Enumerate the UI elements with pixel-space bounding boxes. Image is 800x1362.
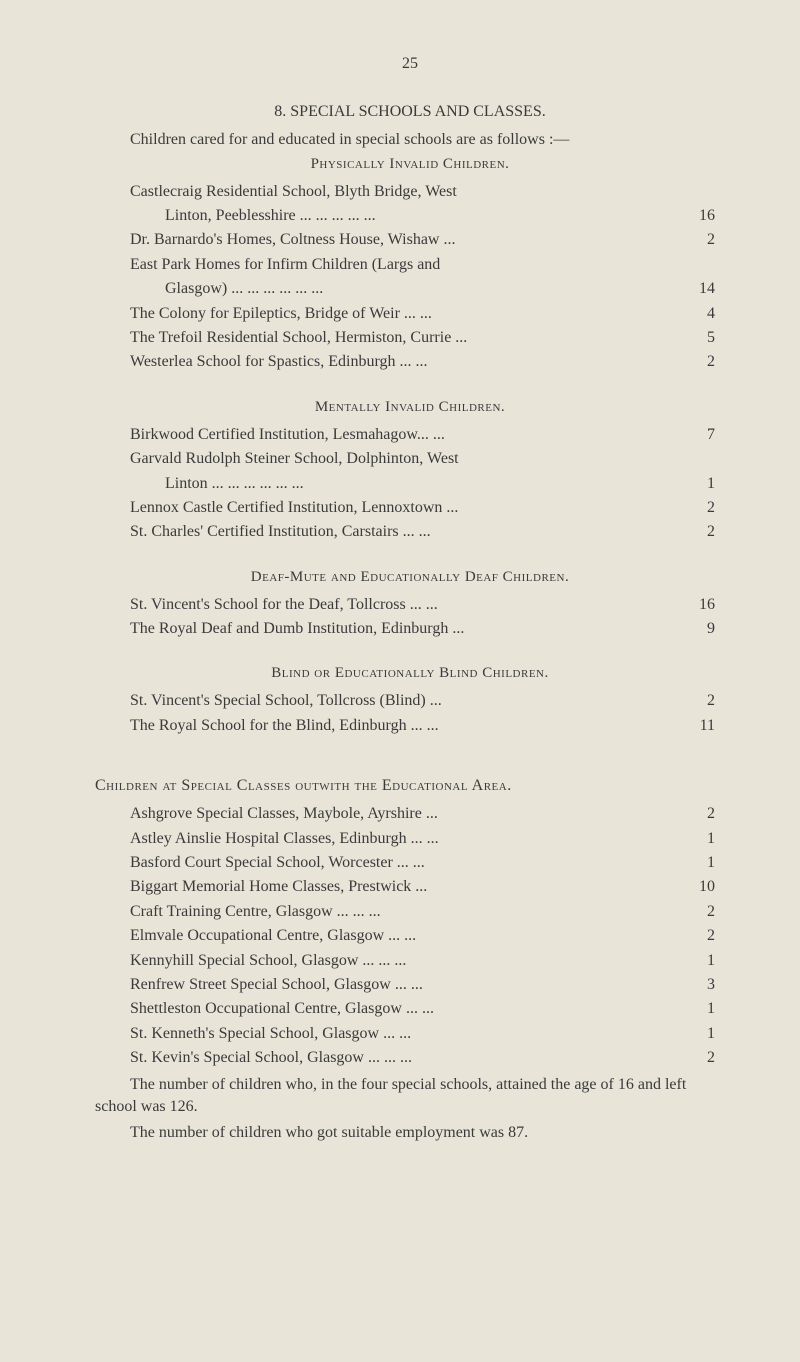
entry-value: 1 [665,998,725,1020]
entry-label: Lennox Castle Certified Institution, Len… [95,497,665,519]
entry-label: Renfrew Street Special School, Glasgow .… [95,974,665,996]
entry-row: Biggart Memorial Home Classes, Prestwick… [95,876,725,898]
entry-label: The Royal Deaf and Dumb Institution, Edi… [95,618,665,640]
entry-label: Linton, Peeblesshire ... ... ... ... ... [95,205,665,227]
entry-row: Glasgow) ... ... ... ... ... ...14 [95,278,725,300]
footer-line-2: The number of children who got suitable … [95,1122,725,1144]
entry-label: Dr. Barnardo's Homes, Coltness House, Wi… [95,229,665,251]
entry-value: 1 [665,950,725,972]
entry-label: Castlecraig Residential School, Blyth Br… [95,181,665,203]
entry-value: 2 [665,229,725,251]
subsection-title: Blind or Educationally Blind Children. [95,665,725,682]
entry-row: St. Vincent's Special School, Tollcross … [95,690,725,712]
entry-label: St. Kevin's Special School, Glasgow ... … [95,1047,665,1069]
section-title: 8. SPECIAL SCHOOLS AND CLASSES. [95,103,725,121]
entry-row: Birkwood Certified Institution, Lesmahag… [95,424,725,446]
entry-row: The Royal School for the Blind, Edinburg… [95,715,725,737]
entry-row: St. Kenneth's Special School, Glasgow ..… [95,1023,725,1045]
entry-value: 16 [665,205,725,227]
entry-value: 4 [665,303,725,325]
entry-row: Astley Ainslie Hospital Classes, Edinbur… [95,828,725,850]
entry-row: The Royal Deaf and Dumb Institution, Edi… [95,618,725,640]
entry-label: Linton ... ... ... ... ... ... [95,473,665,495]
entry-row: Linton ... ... ... ... ... ...1 [95,473,725,495]
entry-value: 2 [665,521,725,543]
entry-row: Dr. Barnardo's Homes, Coltness House, Wi… [95,229,725,251]
entry-value: 14 [665,278,725,300]
entry-value: 1 [665,828,725,850]
subsection-title: Mentally Invalid Children. [95,399,725,416]
entry-label: St. Vincent's School for the Deaf, Tollc… [95,594,665,616]
entry-label: Astley Ainslie Hospital Classes, Edinbur… [95,828,665,850]
page-number: 25 [95,55,725,73]
entry-row: Elmvale Occupational Centre, Glasgow ...… [95,925,725,947]
entry-value: 9 [665,618,725,640]
entry-value: 10 [665,876,725,898]
subsection-title: Physically Invalid Children. [95,156,725,173]
entry-label: Shettleston Occupational Centre, Glasgow… [95,998,665,1020]
entry-row: Westerlea School for Spastics, Edinburgh… [95,351,725,373]
subsection-title: Deaf-Mute and Educationally Deaf Childre… [95,569,725,586]
entry-value: 1 [665,852,725,874]
entry-value: 2 [665,925,725,947]
footer-line-1: The number of children who, in the four … [95,1074,725,1119]
entry-value: 3 [665,974,725,996]
entry-label: The Royal School for the Blind, Edinburg… [95,715,665,737]
entry-value [665,254,725,276]
entry-value: 2 [665,690,725,712]
entry-row: Castlecraig Residential School, Blyth Br… [95,181,725,203]
entry-label: Westerlea School for Spastics, Edinburgh… [95,351,665,373]
entry-value [665,181,725,203]
entry-row: Linton, Peeblesshire ... ... ... ... ...… [95,205,725,227]
entry-label: Ashgrove Special Classes, Maybole, Ayrsh… [95,803,665,825]
entry-value: 2 [665,1047,725,1069]
entry-value: 1 [665,1023,725,1045]
entry-row: The Trefoil Residential School, Hermisto… [95,327,725,349]
entry-row: The Colony for Epileptics, Bridge of Wei… [95,303,725,325]
entry-row: Renfrew Street Special School, Glasgow .… [95,974,725,996]
entry-label: Glasgow) ... ... ... ... ... ... [95,278,665,300]
entry-value: 16 [665,594,725,616]
entry-value [665,448,725,470]
entry-label: Kennyhill Special School, Glasgow ... ..… [95,950,665,972]
entry-label: St. Kenneth's Special School, Glasgow ..… [95,1023,665,1045]
entry-label: Craft Training Centre, Glasgow ... ... .… [95,901,665,923]
entry-row: St. Kevin's Special School, Glasgow ... … [95,1047,725,1069]
entry-row: East Park Homes for Infirm Children (Lar… [95,254,725,276]
entry-value: 2 [665,901,725,923]
entry-label: Basford Court Special School, Worcester … [95,852,665,874]
entry-value: 1 [665,473,725,495]
entry-row: Lennox Castle Certified Institution, Len… [95,497,725,519]
entry-label: Biggart Memorial Home Classes, Prestwick… [95,876,665,898]
entry-label: St. Charles' Certified Institution, Cars… [95,521,665,543]
entry-value: 2 [665,497,725,519]
entry-value: 2 [665,351,725,373]
entry-row: St. Charles' Certified Institution, Cars… [95,521,725,543]
entry-label: The Trefoil Residential School, Hermisto… [95,327,665,349]
entry-row: Basford Court Special School, Worcester … [95,852,725,874]
entry-row: Ashgrove Special Classes, Maybole, Ayrsh… [95,803,725,825]
entry-value: 11 [665,715,725,737]
entry-row: Kennyhill Special School, Glasgow ... ..… [95,950,725,972]
entry-value: 5 [665,327,725,349]
entry-value: 2 [665,803,725,825]
intro-text: Children cared for and educated in speci… [95,129,725,151]
entry-row: Craft Training Centre, Glasgow ... ... .… [95,901,725,923]
entry-label: The Colony for Epileptics, Bridge of Wei… [95,303,665,325]
entry-row: Shettleston Occupational Centre, Glasgow… [95,998,725,1020]
entry-row: St. Vincent's School for the Deaf, Tollc… [95,594,725,616]
children-section-title: Children at Special Classes outwith the … [95,777,725,795]
entry-value: 7 [665,424,725,446]
entry-label: Garvald Rudolph Steiner School, Dolphint… [95,448,665,470]
entry-label: East Park Homes for Infirm Children (Lar… [95,254,665,276]
entry-label: Birkwood Certified Institution, Lesmahag… [95,424,665,446]
entry-label: St. Vincent's Special School, Tollcross … [95,690,665,712]
entry-label: Elmvale Occupational Centre, Glasgow ...… [95,925,665,947]
entry-row: Garvald Rudolph Steiner School, Dolphint… [95,448,725,470]
